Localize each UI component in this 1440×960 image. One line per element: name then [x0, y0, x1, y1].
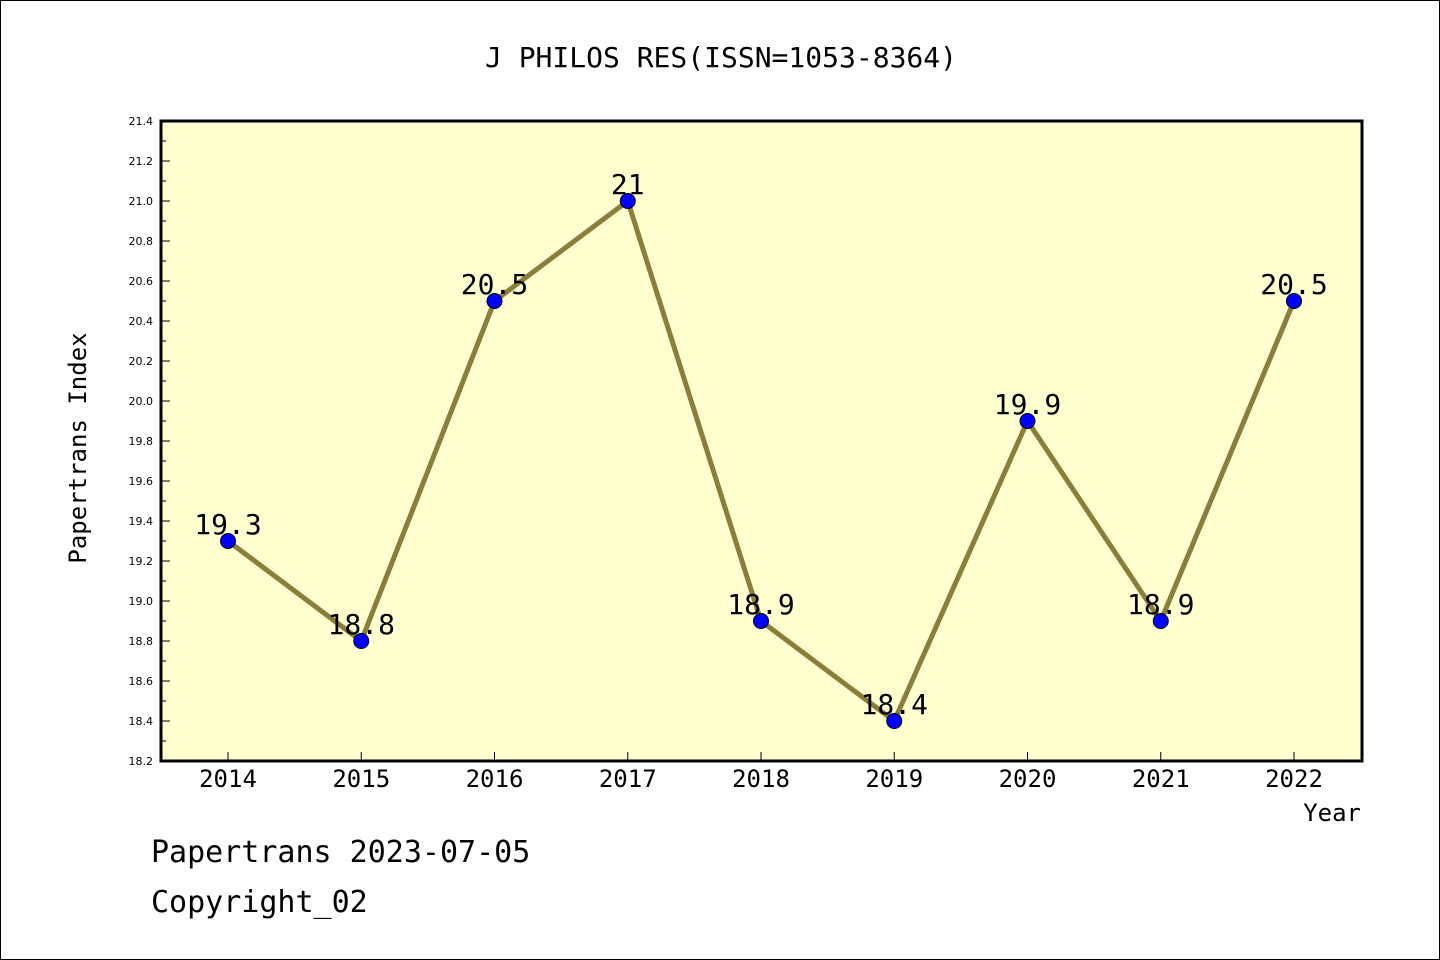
data-point-marker: [1286, 293, 1302, 309]
data-point-marker: [619, 193, 636, 209]
data-point-marker: [753, 613, 769, 629]
data-point-label: 18.9: [727, 588, 794, 621]
y-tick-label: 19.8: [129, 435, 154, 448]
data-point-label: 20.5: [461, 268, 528, 301]
data-point-marker: [486, 293, 503, 309]
x-axis: 2014 2015 2016 2017 2018 2019 2020 2021 2022: [199, 752, 1323, 793]
plot-area: [159, 119, 1364, 763]
data-point-label: 18.4: [861, 688, 928, 721]
data-point-label: 21: [611, 168, 645, 201]
footer-copyright-text: Copyright_02: [151, 885, 368, 920]
y-tick-label: 19.2: [129, 555, 154, 568]
data-series: 19.3 18.8 20.5 21 18.9 18.4 19.9 18.9 20.5: [194, 168, 1328, 729]
y-axis: 18.2 18.4 18.6 18.8 19.0 19.2 19.4 19.6 19.8 20.0…: [129, 115, 170, 768]
y-axis-label: Papertrans Index: [64, 332, 92, 563]
data-point-label: 18.8: [328, 608, 395, 641]
data-point-label: 19.9: [994, 388, 1061, 421]
data-point-label: 20.5: [1260, 268, 1327, 301]
y-tick-label: 20.0: [129, 395, 154, 408]
data-point-marker: [886, 713, 903, 729]
x-tick-label: 2015: [332, 765, 390, 793]
x-tick-label: 2020: [999, 765, 1057, 793]
y-tick-label: 20.4: [129, 315, 154, 328]
y-tick-label: 20.8: [129, 235, 154, 248]
x-tick-label: 2022: [1265, 765, 1323, 793]
data-point-marker: [353, 633, 370, 649]
x-tick-label: 2014: [199, 765, 257, 793]
y-tick-label: 19.0: [129, 595, 154, 608]
data-point-marker: [220, 533, 236, 549]
y-tick-label: 21.0: [129, 195, 154, 208]
data-point-label: 19.3: [194, 508, 261, 541]
data-point-marker: [1152, 613, 1169, 629]
y-tick-label: 19.4: [129, 515, 154, 528]
y-tick-label: 20.6: [129, 275, 154, 288]
y-tick-label: 19.6: [129, 475, 154, 488]
y-tick-label: 20.2: [129, 355, 154, 368]
data-point-label: 18.9: [1127, 588, 1194, 621]
y-tick-label: 21.4: [129, 115, 154, 128]
chart-title: J PHILOS RES(ISSN=1053-8364): [485, 41, 957, 74]
y-tick-label: 18.8: [129, 635, 154, 648]
x-tick-label: 2021: [1132, 765, 1190, 793]
x-axis-label: Year: [1303, 799, 1361, 827]
y-tick-label: 18.4: [129, 715, 154, 728]
x-tick-label: 2019: [865, 765, 923, 793]
y-tick-label: 18.6: [129, 675, 154, 688]
y-tick-label: 21.2: [129, 155, 154, 168]
x-tick-label: 2016: [466, 765, 524, 793]
footer-date-text: Papertrans 2023-07-05: [151, 835, 531, 870]
y-tick-label: 18.2: [129, 755, 154, 768]
x-tick-label: 2018: [732, 765, 790, 793]
x-tick-label: 2017: [599, 765, 657, 793]
data-point-marker: [1019, 413, 1036, 429]
